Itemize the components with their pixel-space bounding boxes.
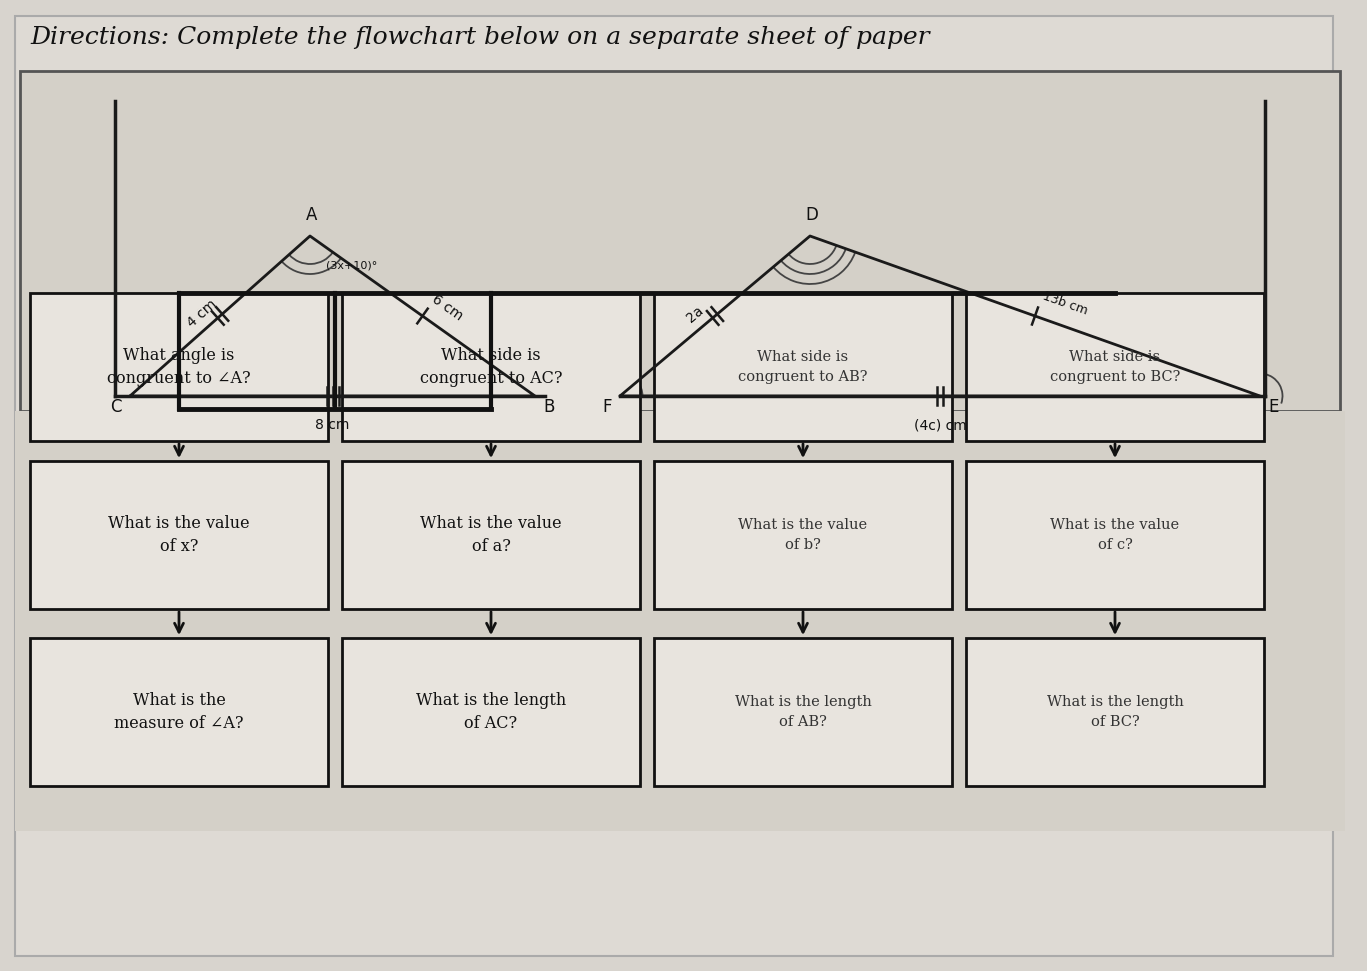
Text: What is the length
of AC?: What is the length of AC? — [416, 691, 566, 732]
Text: C: C — [111, 398, 122, 416]
Text: E: E — [1269, 398, 1278, 416]
Text: What side is
congruent to AC?: What side is congruent to AC? — [420, 347, 562, 387]
FancyBboxPatch shape — [966, 461, 1264, 609]
FancyBboxPatch shape — [30, 638, 328, 786]
Text: F: F — [603, 398, 612, 416]
Text: What side is
congruent to BC?: What side is congruent to BC? — [1050, 351, 1180, 384]
Text: What is the value
of b?: What is the value of b? — [738, 519, 868, 552]
FancyBboxPatch shape — [653, 461, 951, 609]
FancyBboxPatch shape — [653, 638, 951, 786]
FancyBboxPatch shape — [342, 461, 640, 609]
Text: A: A — [306, 206, 317, 224]
Text: What is the value
of x?: What is the value of x? — [108, 515, 250, 555]
FancyBboxPatch shape — [15, 16, 1333, 956]
Text: 13b cm: 13b cm — [1040, 290, 1089, 318]
Text: What is the value
of c?: What is the value of c? — [1050, 519, 1180, 552]
FancyBboxPatch shape — [653, 293, 951, 441]
FancyBboxPatch shape — [30, 293, 328, 441]
FancyBboxPatch shape — [342, 293, 640, 441]
Text: What is the value
of a?: What is the value of a? — [420, 515, 562, 555]
FancyBboxPatch shape — [966, 638, 1264, 786]
Text: 2a: 2a — [684, 303, 707, 325]
Text: (4c) cm: (4c) cm — [913, 418, 966, 432]
FancyBboxPatch shape — [21, 71, 1340, 411]
Text: Directions: Complete the flowchart below on a separate sheet of paper: Directions: Complete the flowchart below… — [30, 26, 930, 49]
Text: (3x+10)°: (3x+10)° — [325, 260, 377, 270]
FancyBboxPatch shape — [30, 461, 328, 609]
FancyBboxPatch shape — [342, 638, 640, 786]
Text: 6 cm: 6 cm — [429, 292, 466, 323]
Text: What side is
congruent to AB?: What side is congruent to AB? — [738, 351, 868, 384]
Text: D: D — [805, 206, 819, 224]
Text: 8 cm: 8 cm — [316, 418, 350, 432]
Text: What is the length
of BC?: What is the length of BC? — [1047, 695, 1184, 729]
Text: B: B — [543, 398, 555, 416]
Text: What is the
measure of ∠A?: What is the measure of ∠A? — [115, 691, 243, 732]
Text: 4 cm: 4 cm — [185, 297, 220, 330]
Text: What angle is
congruent to ∠A?: What angle is congruent to ∠A? — [107, 347, 250, 387]
Text: What is the length
of AB?: What is the length of AB? — [734, 695, 871, 729]
FancyBboxPatch shape — [15, 411, 1345, 831]
FancyBboxPatch shape — [966, 293, 1264, 441]
